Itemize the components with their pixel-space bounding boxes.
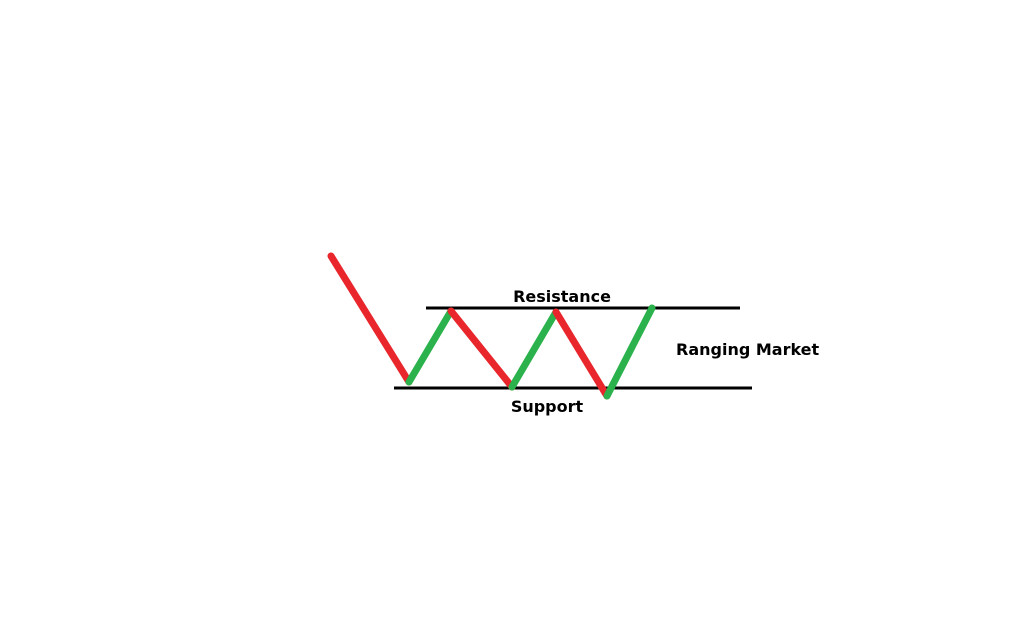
price-path — [327, 252, 656, 400]
ranging-market-label: Ranging Market — [676, 340, 820, 359]
up-leg-3 — [603, 304, 656, 400]
up-leg-2 — [508, 308, 560, 391]
resistance-label: Resistance — [513, 287, 611, 306]
down-leg-2 — [447, 307, 516, 391]
up-leg-1 — [405, 307, 455, 386]
support-label: Support — [511, 397, 584, 416]
down-leg-1 — [327, 252, 413, 386]
down-leg-3 — [552, 308, 611, 400]
